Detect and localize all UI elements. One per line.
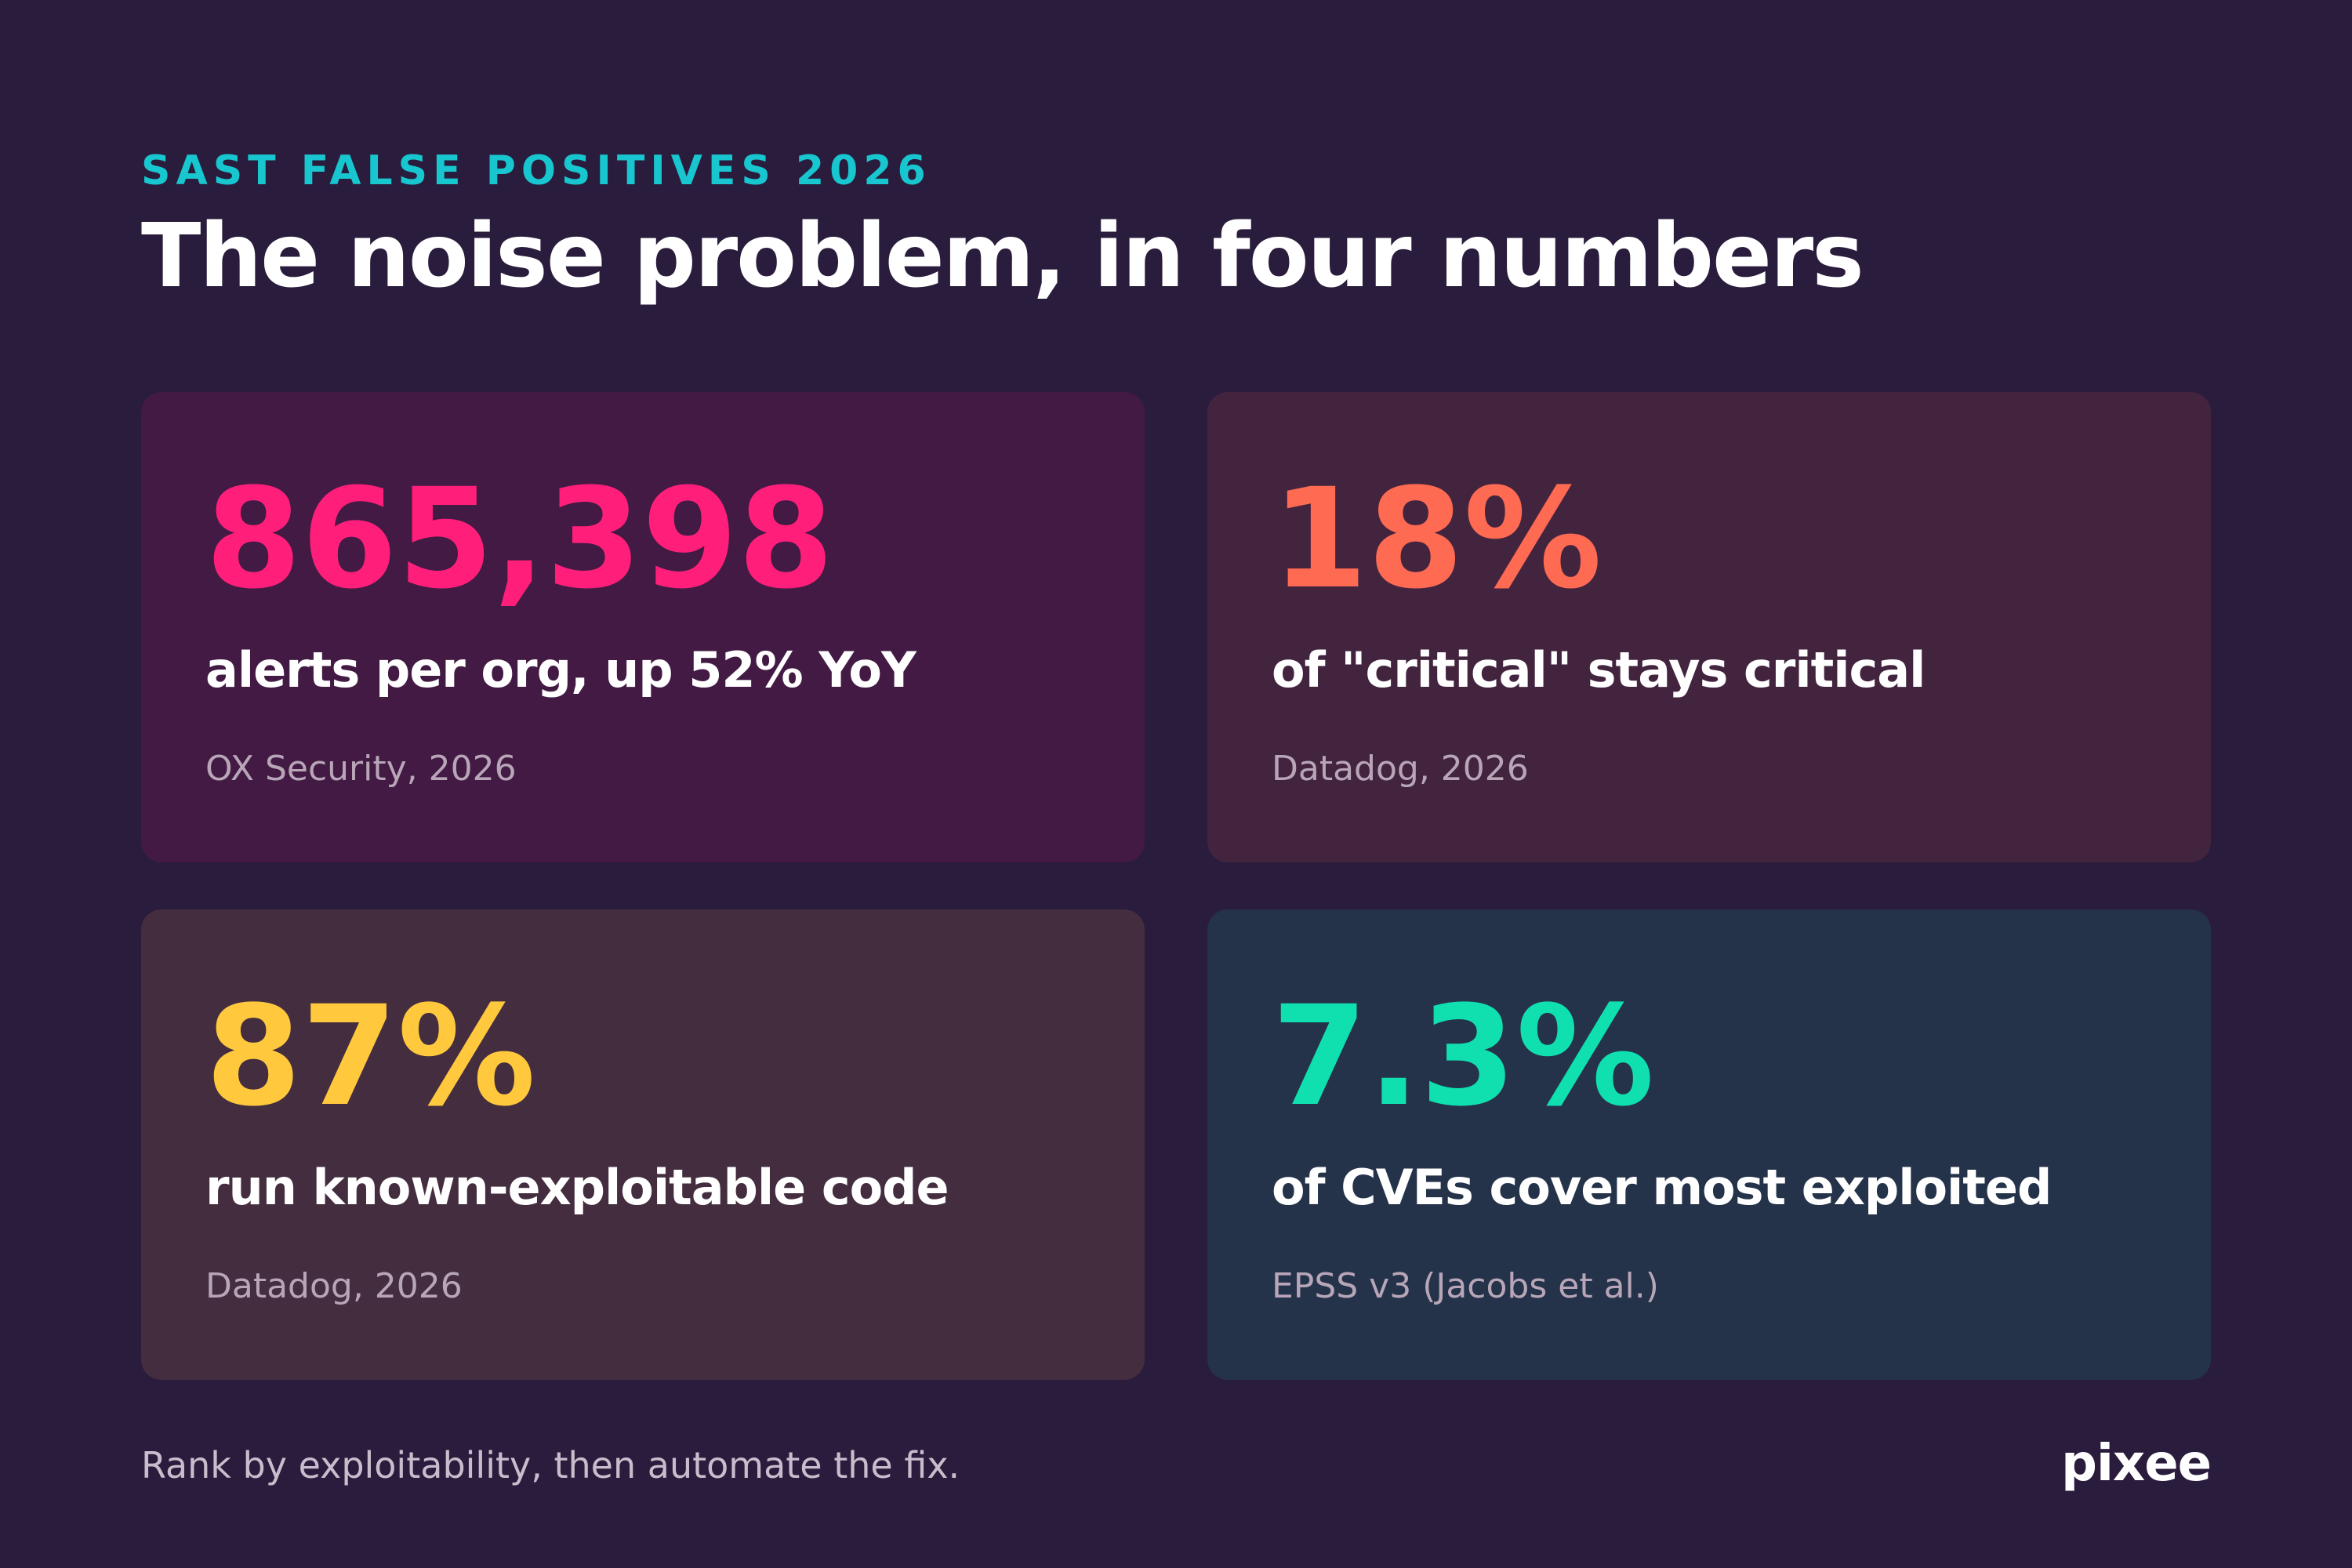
- stat-value: 7.3%: [1272, 976, 1655, 1137]
- stat-card-critical: 18% of "critical" stays critical Datadog…: [1207, 392, 2211, 862]
- stat-source: Datadog, 2026: [1272, 749, 1529, 789]
- stat-card-cves: 7.3% of CVEs cover most exploited EPSS v…: [1207, 909, 2211, 1380]
- stat-source: Datadog, 2026: [205, 1266, 463, 1306]
- stat-value: 87%: [205, 976, 536, 1137]
- stat-value: 865,398: [205, 459, 834, 619]
- stat-label: run known-exploitable code: [205, 1159, 949, 1216]
- stat-card-alerts: 865,398 alerts per org, up 52% YoY OX Se…: [141, 392, 1145, 862]
- brand-logo: pixee: [2061, 1435, 2212, 1493]
- eyebrow-label: SAST FALSE POSITIVES 2026: [141, 147, 931, 194]
- stat-label: of CVEs cover most exploited: [1272, 1159, 2052, 1216]
- stat-value: 18%: [1272, 459, 1602, 619]
- stat-label: alerts per org, up 52% YoY: [205, 641, 916, 699]
- stat-source: EPSS v3 (Jacobs et al.): [1272, 1266, 1659, 1306]
- stat-card-exploitable: 87% run known-exploitable code Datadog, …: [141, 909, 1145, 1380]
- footer-tagline: Rank by exploitability, then automate th…: [141, 1444, 960, 1486]
- stat-label: of "critical" stays critical: [1272, 641, 1926, 699]
- page-title: The noise problem, in four numbers: [141, 205, 1864, 307]
- stat-source: OX Security, 2026: [205, 749, 517, 789]
